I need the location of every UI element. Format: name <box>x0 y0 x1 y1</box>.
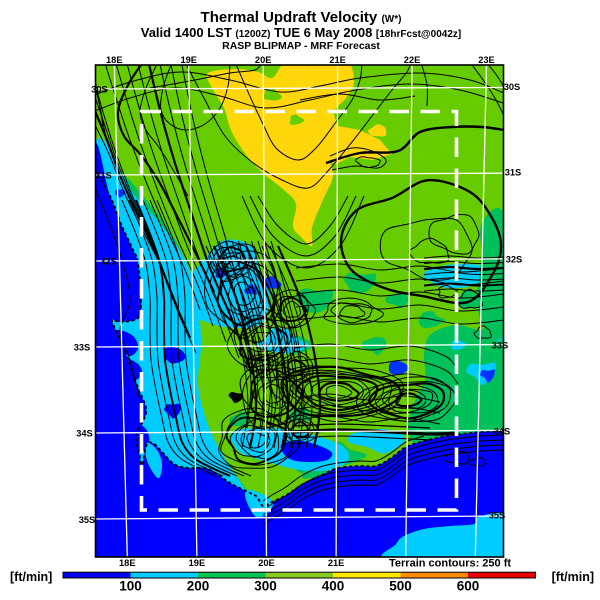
svg-text:600: 600 <box>457 579 480 594</box>
svg-text:19E: 19E <box>189 558 206 568</box>
svg-text:35S: 35S <box>489 511 506 521</box>
svg-text:[ft/min]: [ft/min] <box>552 570 594 584</box>
svg-text:30S: 30S <box>504 82 521 92</box>
svg-text:31S: 31S <box>95 171 112 181</box>
svg-text:Terrain contours: 250 ft: Terrain contours: 250 ft <box>389 558 511 570</box>
svg-text:34S: 34S <box>76 429 93 439</box>
svg-text:23E: 23E <box>478 55 495 65</box>
svg-text:34S: 34S <box>494 427 511 437</box>
svg-text:Thermal Updraft Velocity (W*): Thermal Updraft Velocity (W*) <box>201 9 402 26</box>
svg-text:22E: 22E <box>404 55 421 65</box>
svg-text:21E: 21E <box>329 55 346 65</box>
svg-text:20E: 20E <box>255 55 272 65</box>
svg-text:20E: 20E <box>258 558 275 568</box>
svg-text:35S: 35S <box>79 515 96 525</box>
svg-text:30S: 30S <box>91 85 108 95</box>
svg-text:[ft/min]: [ft/min] <box>10 570 52 584</box>
svg-text:19E: 19E <box>180 55 197 65</box>
svg-text:32S: 32S <box>100 257 117 267</box>
svg-text:21E: 21E <box>328 558 345 568</box>
svg-text:18E: 18E <box>119 558 136 568</box>
svg-text:300: 300 <box>254 579 277 594</box>
svg-text:RASP BLIPMAP - MRF Forecast: RASP BLIPMAP - MRF Forecast <box>222 40 380 52</box>
svg-text:200: 200 <box>187 579 210 594</box>
svg-text:Valid 1400 LST (1200Z) TUE 6 M: Valid 1400 LST (1200Z) TUE 6 May 2008 [1… <box>141 25 462 40</box>
svg-text:31S: 31S <box>505 168 522 178</box>
svg-text:33S: 33S <box>74 343 91 353</box>
svg-text:500: 500 <box>389 579 412 594</box>
svg-text:100: 100 <box>119 579 142 594</box>
svg-text:33S: 33S <box>492 341 509 351</box>
svg-text:32S: 32S <box>506 255 523 265</box>
svg-text:18E: 18E <box>106 55 123 65</box>
svg-text:400: 400 <box>322 579 345 594</box>
